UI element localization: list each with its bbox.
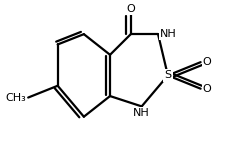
- Text: CH₃: CH₃: [5, 93, 26, 103]
- Text: NH: NH: [133, 108, 149, 118]
- Text: O: O: [202, 84, 211, 94]
- Text: O: O: [126, 3, 135, 14]
- Text: S: S: [164, 70, 171, 80]
- Text: NH: NH: [160, 29, 176, 39]
- Text: O: O: [202, 57, 211, 67]
